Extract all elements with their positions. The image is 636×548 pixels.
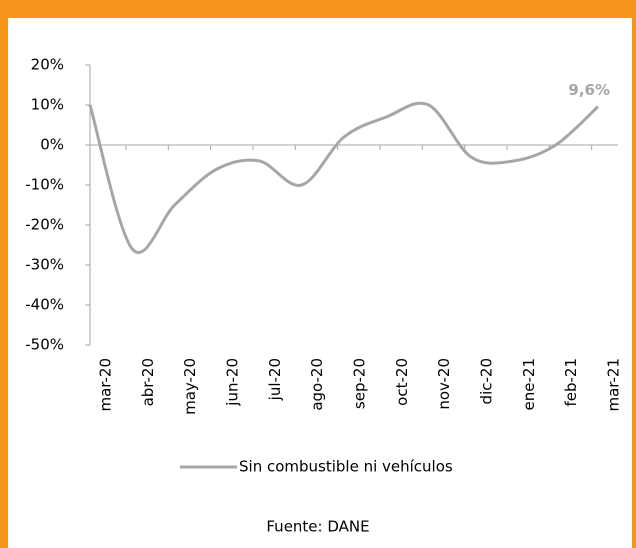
line <box>88 101 600 254</box>
x-tick-label: oct-20 <box>393 358 411 406</box>
y-tick-label: -30% <box>25 256 64 274</box>
border-top <box>0 0 636 18</box>
y-tick-label: 0% <box>40 136 64 154</box>
x-tick-label: dic-20 <box>478 358 496 404</box>
y-tick-label: -40% <box>25 296 64 314</box>
y-tick-label: 10% <box>31 96 64 114</box>
border-right <box>632 0 636 548</box>
y-tick-label: -20% <box>25 216 64 234</box>
x-tick-label: jul-20 <box>266 358 284 401</box>
x-tick-label: mar-21 <box>605 358 623 412</box>
y-tick-label: -10% <box>25 176 64 194</box>
x-tick-label: ene-21 <box>520 358 538 410</box>
y-tick-label: 20% <box>31 56 64 74</box>
x-tick-label: may-20 <box>181 358 199 415</box>
x-tick-label: ago-20 <box>308 358 326 411</box>
x-tick-label: abr-20 <box>139 358 157 406</box>
x-tick-label: jun-20 <box>224 358 242 407</box>
x-tick-label: mar-20 <box>97 358 115 412</box>
x-tick-label: sep-20 <box>351 358 369 409</box>
x-tick-label: nov-20 <box>435 358 453 410</box>
legend-label: Sin combustible ni vehículos <box>239 458 453 476</box>
border-left <box>0 0 8 548</box>
value-label: 9,6% <box>568 81 610 99</box>
source: Fuente: DANE <box>266 518 369 536</box>
x-tick-label: feb-21 <box>562 358 580 407</box>
y-tick-label: -50% <box>25 336 64 354</box>
